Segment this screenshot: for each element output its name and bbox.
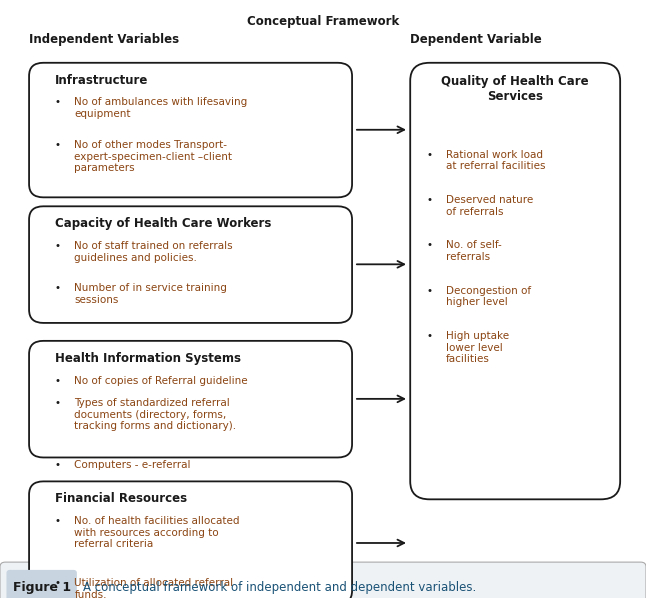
Text: •: • bbox=[55, 376, 61, 386]
FancyBboxPatch shape bbox=[6, 570, 77, 598]
Text: No of copies of Referral guideline: No of copies of Referral guideline bbox=[74, 376, 248, 386]
Text: No of other modes Transport-
expert-specimen-client –client
parameters: No of other modes Transport- expert-spec… bbox=[74, 140, 233, 173]
Text: •: • bbox=[55, 578, 61, 588]
FancyBboxPatch shape bbox=[29, 206, 352, 323]
Text: •: • bbox=[55, 516, 61, 526]
FancyBboxPatch shape bbox=[0, 562, 646, 598]
Text: Conceptual Framework: Conceptual Framework bbox=[247, 15, 399, 28]
Text: Health Information Systems: Health Information Systems bbox=[55, 352, 241, 365]
Text: Capacity of Health Care Workers: Capacity of Health Care Workers bbox=[55, 217, 271, 230]
FancyBboxPatch shape bbox=[29, 481, 352, 598]
Text: Number of in service training
sessions: Number of in service training sessions bbox=[74, 283, 227, 305]
Text: Figure 1: Figure 1 bbox=[13, 581, 71, 594]
Text: •: • bbox=[426, 331, 432, 341]
FancyBboxPatch shape bbox=[410, 63, 620, 499]
Text: No. of self-
referrals: No. of self- referrals bbox=[446, 240, 501, 262]
FancyBboxPatch shape bbox=[29, 63, 352, 197]
Text: Rational work load
at referral facilities: Rational work load at referral facilitie… bbox=[446, 150, 545, 171]
Text: Computers - e-referral: Computers - e-referral bbox=[74, 460, 191, 471]
Text: No of staff trained on referrals
guidelines and policies.: No of staff trained on referrals guideli… bbox=[74, 241, 233, 263]
Text: •: • bbox=[426, 195, 432, 205]
Text: •: • bbox=[55, 398, 61, 408]
Text: •: • bbox=[55, 283, 61, 294]
Text: Dependent Variable: Dependent Variable bbox=[410, 33, 542, 46]
Text: No. of health facilities allocated
with resources according to
referral criteria: No. of health facilities allocated with … bbox=[74, 516, 240, 550]
Text: •: • bbox=[426, 240, 432, 251]
Text: High uptake
lower level
facilities: High uptake lower level facilities bbox=[446, 331, 509, 365]
Text: •: • bbox=[55, 241, 61, 251]
Text: Utilization of allocated referral
funds.: Utilization of allocated referral funds. bbox=[74, 578, 233, 598]
Text: •: • bbox=[55, 97, 61, 108]
Text: Independent Variables: Independent Variables bbox=[29, 33, 179, 46]
Text: Infrastructure: Infrastructure bbox=[55, 74, 149, 87]
Text: •: • bbox=[55, 140, 61, 150]
Text: No of ambulances with lifesaving
equipment: No of ambulances with lifesaving equipme… bbox=[74, 97, 247, 119]
Text: •: • bbox=[55, 460, 61, 471]
Text: Quality of Health Care
Services: Quality of Health Care Services bbox=[441, 75, 589, 103]
Text: Types of standardized referral
documents (directory, forms,
tracking forms and d: Types of standardized referral documents… bbox=[74, 398, 236, 432]
FancyBboxPatch shape bbox=[29, 341, 352, 457]
Text: Deserved nature
of referrals: Deserved nature of referrals bbox=[446, 195, 533, 216]
Text: •: • bbox=[426, 150, 432, 160]
Text: A conceptual framework of independent and dependent variables.: A conceptual framework of independent an… bbox=[83, 581, 476, 594]
Text: Financial Resources: Financial Resources bbox=[55, 492, 187, 505]
Text: •: • bbox=[426, 286, 432, 296]
Text: Decongestion of
higher level: Decongestion of higher level bbox=[446, 286, 531, 307]
